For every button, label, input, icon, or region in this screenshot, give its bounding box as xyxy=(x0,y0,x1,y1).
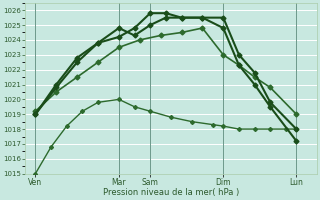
X-axis label: Pression niveau de la mer( hPa ): Pression niveau de la mer( hPa ) xyxy=(103,188,239,197)
